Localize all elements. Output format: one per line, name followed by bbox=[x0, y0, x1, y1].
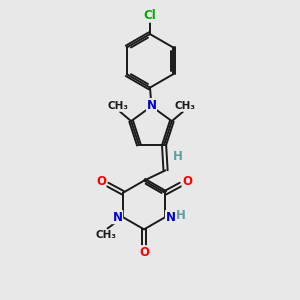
Text: Cl: Cl bbox=[144, 9, 156, 22]
Text: N: N bbox=[166, 211, 176, 224]
Text: CH₃: CH₃ bbox=[95, 230, 116, 240]
Text: N: N bbox=[112, 211, 123, 224]
Text: CH₃: CH₃ bbox=[108, 101, 129, 111]
Text: O: O bbox=[182, 175, 192, 188]
Text: CH₃: CH₃ bbox=[174, 101, 195, 111]
Text: N: N bbox=[146, 99, 157, 112]
Text: H: H bbox=[176, 209, 186, 223]
Text: O: O bbox=[139, 246, 149, 259]
Text: O: O bbox=[96, 175, 106, 188]
Text: H: H bbox=[173, 150, 183, 163]
